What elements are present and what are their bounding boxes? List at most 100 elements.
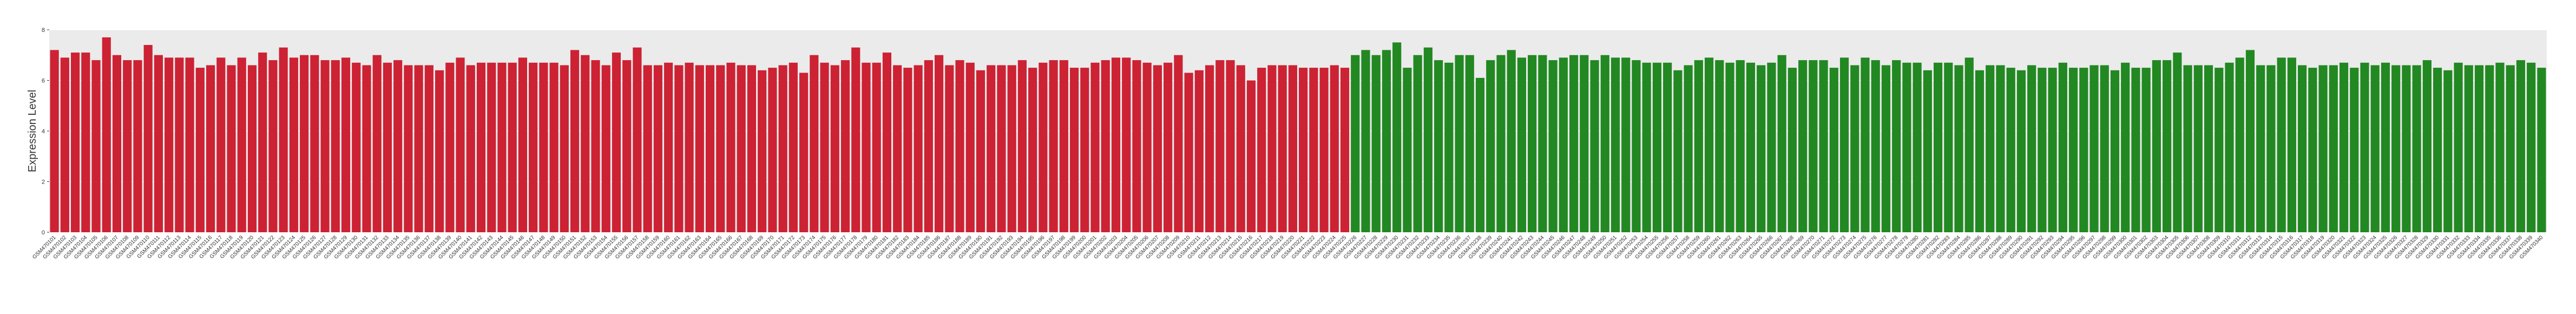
bar [830, 65, 839, 232]
bar [1861, 57, 1870, 233]
bar [903, 68, 912, 232]
bar [70, 53, 80, 232]
bar [2402, 65, 2411, 232]
bar [1944, 62, 1953, 233]
bar [2048, 68, 2057, 232]
bar [560, 65, 569, 232]
bar [1725, 62, 1734, 233]
bar [1580, 55, 1589, 232]
bar [518, 57, 528, 233]
bar [2506, 65, 2515, 232]
bar [341, 57, 351, 233]
bar [2068, 68, 2078, 232]
bar [372, 55, 382, 232]
y-tick-label: 4 [42, 128, 45, 135]
bar [1122, 57, 1131, 233]
bar [1444, 62, 1454, 233]
bar [799, 73, 809, 232]
bar [2173, 53, 2182, 232]
bar [872, 62, 881, 233]
bar [1507, 50, 1516, 233]
bar [758, 70, 767, 233]
bar [1548, 60, 1558, 232]
bar [1392, 42, 1402, 232]
bar [1850, 65, 1859, 232]
bar [1829, 68, 1838, 232]
bar [1194, 70, 1204, 233]
bar [581, 55, 590, 232]
bar [1059, 60, 1068, 232]
bar [997, 65, 1006, 232]
bar [622, 60, 632, 232]
bar [935, 55, 944, 232]
bar [185, 57, 194, 233]
bar [1361, 50, 1370, 233]
bar [279, 47, 288, 232]
bar [1881, 65, 1891, 232]
bar [1746, 62, 1756, 233]
y-tick-label: 6 [42, 78, 45, 84]
bar [1600, 55, 1609, 232]
bar [1632, 60, 1641, 232]
bar [1673, 70, 1683, 233]
bar [1954, 65, 1963, 232]
bar [1642, 62, 1651, 233]
bar [1090, 62, 1100, 233]
bar [1382, 50, 1391, 233]
bar [1964, 57, 1974, 233]
bar [955, 60, 964, 232]
bar [840, 60, 850, 232]
bar [2016, 70, 2026, 233]
bar [1174, 55, 1183, 232]
bar [102, 37, 111, 233]
bar [2152, 60, 2161, 232]
bar [664, 62, 673, 233]
bar [1788, 68, 1797, 232]
bar [529, 62, 538, 233]
bar [2350, 68, 2359, 232]
bar [2110, 70, 2120, 233]
bar [1039, 62, 1048, 233]
bar [508, 62, 517, 233]
bar [1559, 57, 1568, 233]
bar [1236, 65, 1245, 232]
bar [300, 55, 309, 232]
bar [289, 57, 298, 233]
bar [1069, 68, 1079, 232]
bar [154, 55, 163, 232]
bar [1517, 57, 1527, 233]
bar [945, 65, 954, 232]
bar [893, 65, 902, 232]
bar [820, 62, 829, 233]
bar [1684, 65, 1693, 232]
bar [1288, 65, 1297, 232]
bar [2256, 65, 2265, 232]
bar [2163, 60, 2172, 232]
bar [466, 65, 475, 232]
bar [965, 62, 975, 233]
bar [60, 57, 69, 233]
bar [2339, 62, 2349, 233]
bar [2038, 68, 2047, 232]
bar [1330, 65, 1339, 232]
bar [1049, 60, 1058, 232]
bar [435, 70, 444, 233]
bar [2433, 68, 2442, 232]
bar [643, 65, 652, 232]
bar [123, 60, 132, 232]
bar [1496, 55, 1506, 232]
bar [1434, 60, 1443, 232]
bar [601, 65, 610, 232]
bar [310, 55, 319, 232]
bar [487, 62, 496, 233]
bar [237, 57, 246, 233]
bar [810, 55, 819, 232]
bar [1413, 55, 1422, 232]
bar [456, 57, 465, 233]
bar [1892, 60, 1901, 232]
y-tick-label: 0 [42, 230, 45, 236]
bar [165, 57, 174, 233]
bar [1226, 60, 1235, 232]
